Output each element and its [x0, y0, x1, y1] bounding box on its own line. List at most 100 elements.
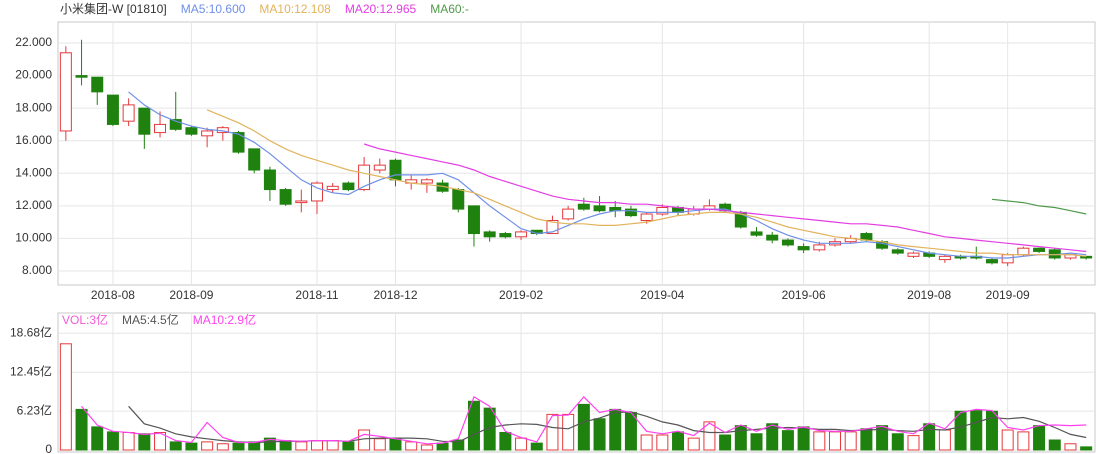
y-tick-label: 8.000 — [22, 263, 52, 277]
candle-body — [483, 231, 496, 238]
volume-bar — [766, 423, 779, 451]
volume-bar — [122, 432, 135, 451]
volume-bar — [1064, 443, 1077, 451]
volume-bar — [483, 407, 496, 451]
candle-body — [185, 127, 198, 135]
volume-bar — [467, 400, 480, 451]
volume-bar — [248, 441, 261, 451]
volume-bar — [326, 440, 339, 451]
volume-bar — [813, 431, 826, 451]
volume-bar — [342, 441, 355, 451]
candle-body — [342, 182, 355, 191]
y-tick-label: 16.000 — [15, 133, 52, 147]
volume-bar — [797, 426, 810, 451]
volume-bar — [311, 440, 323, 451]
candle-body — [1001, 254, 1014, 264]
x-tick-label: 2019-09 — [986, 288, 1030, 302]
candle-body — [122, 104, 135, 122]
volume-bar — [844, 431, 857, 451]
candle-body — [781, 239, 794, 246]
volume-bar — [373, 438, 386, 451]
volume-bar — [169, 441, 182, 451]
volume-bar — [734, 425, 747, 451]
y-tick-label: 18.000 — [15, 100, 52, 114]
candle-body — [106, 94, 119, 125]
volume-ma-line — [81, 396, 1087, 445]
volume-bar — [907, 435, 920, 451]
volume-bar — [515, 437, 528, 451]
volume-bar — [876, 425, 889, 451]
volume-bar — [91, 426, 104, 451]
price-panel — [57, 21, 1096, 286]
candle-body — [656, 206, 669, 215]
volume-bar — [106, 431, 119, 451]
x-tick-label: 2018-11 — [295, 288, 338, 302]
volume-bar — [829, 431, 841, 451]
volume-bar — [624, 412, 637, 451]
volume-bar — [750, 433, 763, 451]
candle-body — [154, 123, 167, 134]
y-tick-label: 14.000 — [15, 165, 52, 179]
y-tick-label: 20.000 — [15, 68, 52, 82]
volume-bar — [781, 430, 794, 451]
candle-body — [577, 203, 590, 210]
candle-body — [279, 189, 292, 205]
legend-entry: VOL:3亿 — [62, 312, 108, 327]
volume-bar — [201, 441, 214, 451]
volume-bar — [954, 410, 967, 451]
volume-bar — [216, 443, 229, 451]
volume-bar — [672, 431, 685, 451]
x-tick-label: 2019-02 — [499, 288, 543, 302]
candle-body — [593, 205, 606, 212]
candle-body — [169, 119, 182, 130]
volume-bar — [593, 418, 606, 451]
y-tick-label: 6.23亿 — [17, 402, 52, 417]
volume-bar — [546, 413, 559, 451]
volume-bar — [75, 408, 88, 451]
volume-bar — [232, 442, 245, 451]
volume-bar — [295, 441, 308, 451]
candle-body — [373, 164, 386, 171]
candle-body — [138, 107, 151, 135]
legend-entry: MA5:4.5亿 — [122, 312, 179, 327]
volume-bar — [891, 433, 904, 451]
candle-body — [295, 200, 308, 204]
volume-bar — [263, 437, 276, 451]
candle-body — [640, 213, 653, 222]
volume-panel — [57, 312, 1096, 453]
candle-body — [201, 130, 214, 137]
candle-body — [263, 169, 276, 191]
volume-bar — [562, 413, 575, 451]
candle-body — [891, 249, 904, 254]
legend-entry: MA5:10.600 — [181, 2, 246, 16]
x-tick-label: 2019-06 — [782, 288, 826, 302]
volume-bar — [577, 403, 590, 451]
x-tick-label: 2018-12 — [373, 288, 417, 302]
candle-body — [358, 164, 371, 191]
candle-body — [1033, 247, 1046, 252]
candle-body — [938, 255, 951, 261]
volume-bar — [1080, 446, 1093, 451]
y-tick-label: 10.000 — [15, 231, 52, 245]
volume-bar — [938, 429, 951, 451]
volume-bar — [405, 441, 418, 451]
volume-bar — [436, 442, 449, 451]
candle-body — [766, 234, 779, 241]
candle-body — [813, 244, 826, 251]
candle-body — [515, 231, 528, 238]
volume-bar — [640, 434, 653, 451]
volume-bar — [420, 444, 433, 451]
candle-body — [499, 233, 512, 238]
candle-body — [467, 205, 480, 235]
x-tick-label: 2018-08 — [91, 288, 135, 302]
volume-bar — [656, 434, 669, 451]
volume-bar — [860, 428, 873, 451]
candle-body — [1017, 247, 1030, 256]
candle-body — [91, 76, 104, 93]
y-tick-label: 22.000 — [15, 35, 52, 49]
ma-line — [991, 198, 1087, 215]
y-tick-label: 12.45亿 — [10, 363, 52, 378]
ma-line — [128, 91, 1087, 259]
